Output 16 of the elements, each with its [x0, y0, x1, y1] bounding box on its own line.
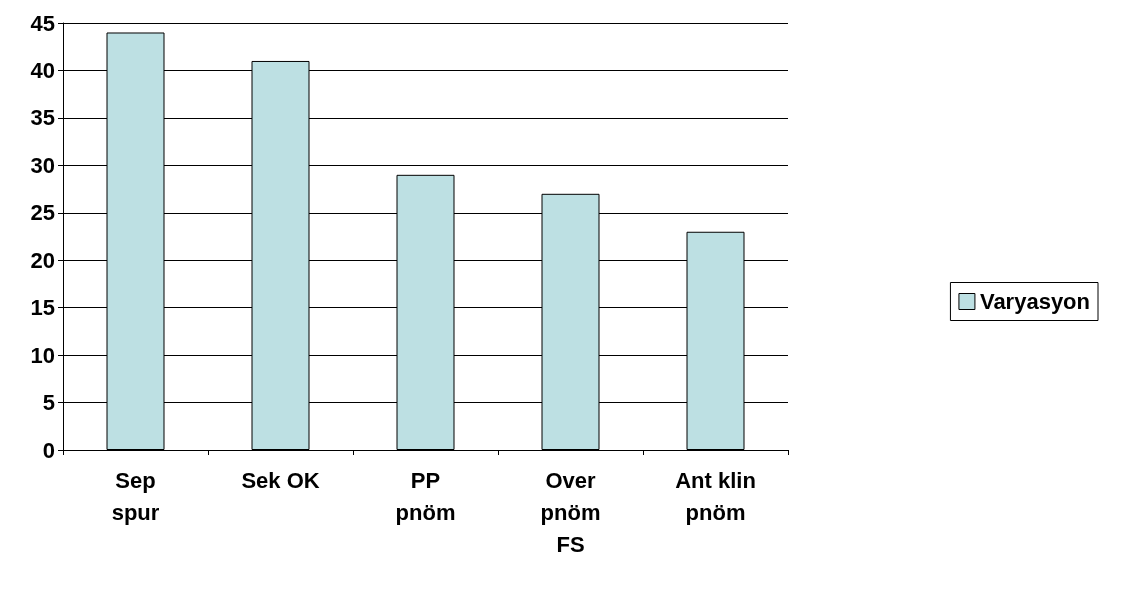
- y-tick-label: 10: [30, 342, 55, 368]
- x-tick-label: Over pnöm FS: [540, 467, 601, 557]
- y-tick-label: 45: [30, 10, 55, 36]
- legend-label: Varyasyon: [979, 289, 1090, 314]
- y-tick-label: 15: [30, 295, 55, 321]
- x-tick-label: Sep spur: [111, 467, 160, 525]
- y-tick-label: 20: [30, 247, 55, 273]
- y-tick-label: 40: [30, 57, 55, 83]
- y-tick-label: 35: [30, 105, 55, 131]
- y-tick-label: 5: [42, 390, 55, 416]
- x-tick-label: Ant klin pnöm: [675, 467, 756, 525]
- x-tick-label: PP pnöm: [395, 467, 456, 525]
- y-tick-label: 0: [42, 437, 55, 463]
- y-tick-label: 30: [30, 152, 55, 178]
- x-tick-label: Sek OK: [241, 467, 320, 493]
- y-tick-label: 25: [30, 200, 55, 226]
